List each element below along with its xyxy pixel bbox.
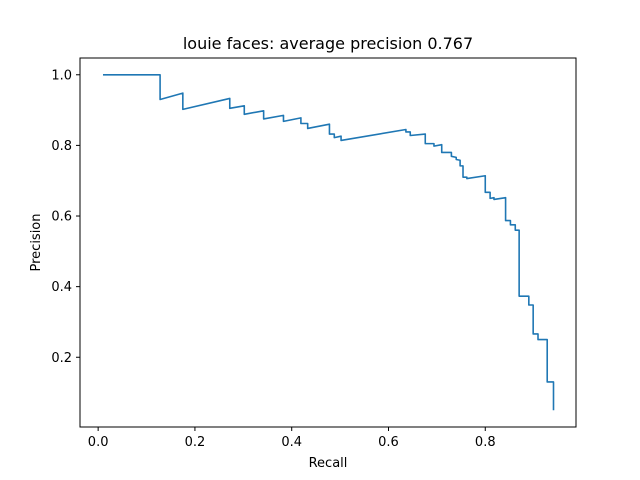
x-tick-label: 0.4: [281, 435, 302, 450]
y-axis: 0.2 0.4 0.6 0.8 1.0: [51, 68, 80, 366]
x-tick-label: 0.0: [88, 435, 109, 450]
y-tick-label: 0.8: [51, 139, 72, 154]
y-tick-label: 0.2: [51, 351, 72, 366]
y-tick-label: 0.6: [51, 210, 72, 225]
pr-curve-line: [102, 73, 555, 411]
chart-title: louie faces: average precision 0.767: [183, 34, 473, 53]
x-axis-label: Recall: [309, 456, 348, 471]
plot-area: [102, 73, 555, 411]
x-tick-label: 0.2: [185, 435, 206, 450]
x-axis: 0.0 0.2 0.4 0.6 0.8: [88, 427, 496, 450]
y-axis-label: Precision: [29, 213, 44, 271]
axes-frame: [79, 57, 577, 428]
y-tick-label: 1.0: [51, 68, 72, 83]
x-tick-label: 0.8: [475, 435, 496, 450]
y-tick-label: 0.4: [51, 280, 72, 295]
x-tick-label: 0.6: [378, 435, 399, 450]
